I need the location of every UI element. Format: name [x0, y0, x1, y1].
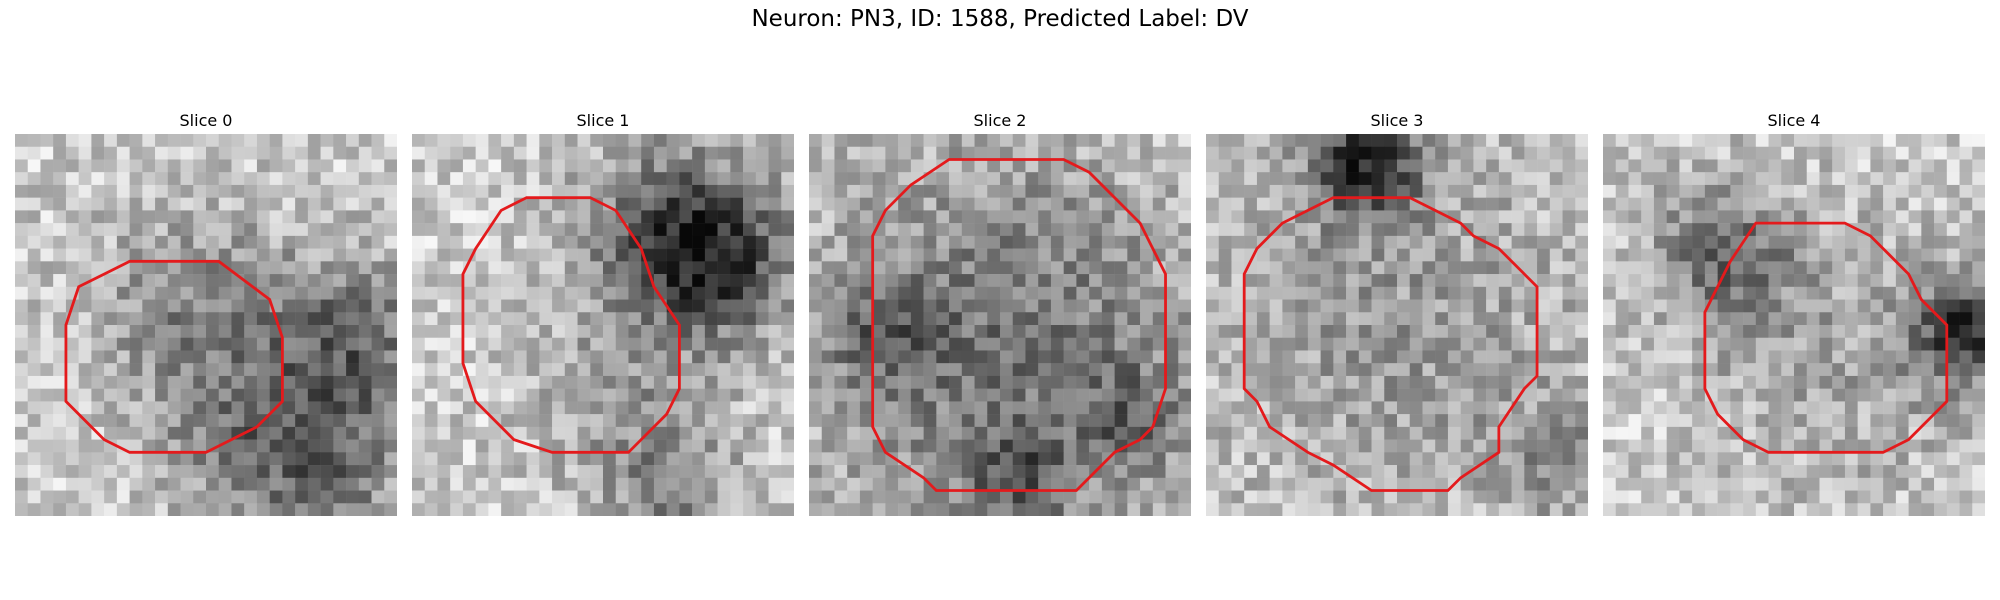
slice-2-image [809, 134, 1191, 516]
slice-0-image [15, 134, 397, 516]
figure-title: Neuron: PN3, ID: 1588, Predicted Label: … [751, 6, 1249, 32]
slice-0-pixels [15, 134, 397, 516]
slice-1-image [412, 134, 794, 516]
panel-title-slice-1: Slice 1 [576, 111, 630, 130]
slice-2-contour [871, 158, 1167, 492]
slice-1-contour [461, 196, 681, 454]
slice-4-image [1603, 134, 1985, 516]
slice-2-pixels [809, 134, 1191, 516]
slice-4-pixels [1603, 134, 1985, 516]
slice-3-contour [1242, 196, 1539, 492]
panel-slice-1 [412, 134, 794, 516]
panel-slice-3 [1206, 134, 1588, 516]
slice-4-contour [1703, 221, 1949, 454]
panel-title-slice-4: Slice 4 [1767, 111, 1821, 130]
slice-0-contour [64, 259, 284, 454]
panel-title-slice-2: Slice 2 [973, 111, 1027, 130]
panel-title-slice-3: Slice 3 [1370, 111, 1424, 130]
panel-slice-0 [15, 134, 397, 516]
slice-3-image [1206, 134, 1588, 516]
slice-3-pixels [1206, 134, 1588, 516]
panel-slice-4 [1603, 134, 1985, 516]
panel-slice-2 [809, 134, 1191, 516]
panel-title-slice-0: Slice 0 [179, 111, 233, 130]
slice-1-pixels [412, 134, 794, 516]
